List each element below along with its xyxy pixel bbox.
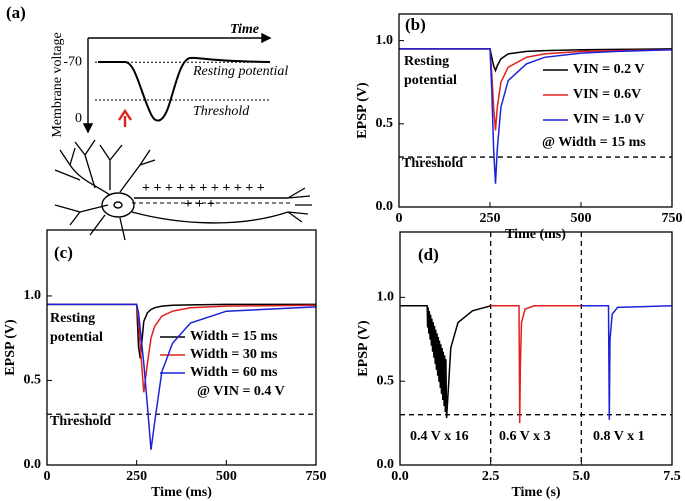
action-potential [98, 56, 271, 122]
series-line [399, 48, 673, 73]
annotation: @ Width = 15 ms [542, 135, 646, 150]
series-line [47, 303, 316, 359]
axon [131, 197, 289, 224]
x-tick-label: 250 [126, 469, 147, 484]
x-axis-label: Time (ms) [151, 485, 212, 500]
x-tick-label: 750 [306, 469, 327, 484]
dendrites [54, 139, 156, 241]
y-tick-label: 1.0 [24, 288, 42, 303]
x-tick-label: 500 [216, 469, 237, 484]
y-tick-label: 0.0 [24, 457, 42, 472]
plot-frame [398, 13, 673, 208]
annotation: Threshold [402, 156, 463, 171]
series-line [581, 305, 673, 420]
x-tick-label: 0 [396, 211, 403, 226]
nucleus [113, 201, 123, 209]
annotation: potential [404, 73, 457, 88]
annotation: 0.6 V x 3 [499, 429, 551, 444]
annotation: @ VIN = 0.4 V [197, 384, 285, 399]
series-line [47, 303, 317, 450]
panel-label: (a) [6, 3, 26, 22]
x-tick-label: 500 [571, 211, 592, 226]
y-axis-label: Membrane voltage [50, 32, 65, 137]
annotation: + + + + + + + + + + + [142, 181, 265, 196]
y-tick-label: 1.0 [377, 290, 395, 305]
x-tick-label: 750 [662, 211, 683, 226]
y-tick-label: 0.0 [376, 199, 394, 214]
terminals [287, 187, 312, 223]
y-tick-label: 0.0 [377, 457, 395, 472]
x-tick-label: 7.5 [663, 469, 681, 484]
soma [101, 192, 135, 218]
legend-label: Width = 15 ms [190, 329, 278, 344]
annotation: Threshold [193, 104, 250, 119]
y-axis-label: EPSP (V) [3, 319, 18, 376]
y-tick-label: 0.5 [376, 116, 394, 131]
y-tick-label: 0.5 [24, 373, 42, 388]
legend-label: VIN = 1.0 V [573, 112, 645, 127]
series-line [47, 303, 317, 393]
x-tick-label: 0.0 [391, 469, 409, 484]
arrow [261, 32, 272, 44]
annotation: + + + [184, 197, 215, 212]
y-tick-label: 0 [75, 111, 82, 126]
annotation: potential [50, 330, 103, 345]
plot-frame [399, 231, 673, 466]
annotation: 0.4 V x 16 [410, 429, 469, 444]
panel-label: (d) [418, 245, 439, 264]
legend-label: VIN = 0.2 V [573, 62, 645, 77]
annotation: Resting [404, 54, 449, 69]
arrow [82, 123, 94, 134]
series-line [399, 48, 673, 184]
x-axis-label: Time [230, 22, 259, 37]
stimulus-arrow [118, 108, 132, 121]
x-axis-label: Time (ms) [505, 227, 566, 242]
annotation: 0.8 V x 1 [593, 429, 645, 444]
annotation: Resting potential [192, 64, 288, 79]
x-tick-label: 250 [480, 211, 501, 226]
legend-label: Width = 60 ms [190, 365, 278, 380]
x-axis-label: Time (s) [511, 485, 560, 500]
x-tick-label: 5.0 [573, 469, 591, 484]
series-line [490, 305, 582, 424]
y-tick-label: 0.5 [377, 373, 395, 388]
annotation: Resting [50, 311, 95, 326]
panel-label: (b) [405, 15, 426, 34]
plot-frame [46, 229, 317, 466]
series-line [400, 305, 491, 419]
x-tick-label: 0 [44, 469, 51, 484]
y-axis-label: EPSP (V) [356, 320, 371, 377]
legend-label: Width = 30 ms [190, 347, 278, 362]
legend-label: VIN = 0.6V [573, 87, 641, 102]
schematic [54, 32, 312, 241]
y-axis-label: EPSP (V) [355, 82, 370, 139]
annotation: Threshold [50, 414, 111, 429]
x-tick-label: 2.5 [482, 469, 500, 484]
y-tick-label: 1.0 [376, 33, 394, 48]
panel-label: (c) [54, 243, 73, 262]
y-tick-label: -70 [63, 54, 82, 69]
